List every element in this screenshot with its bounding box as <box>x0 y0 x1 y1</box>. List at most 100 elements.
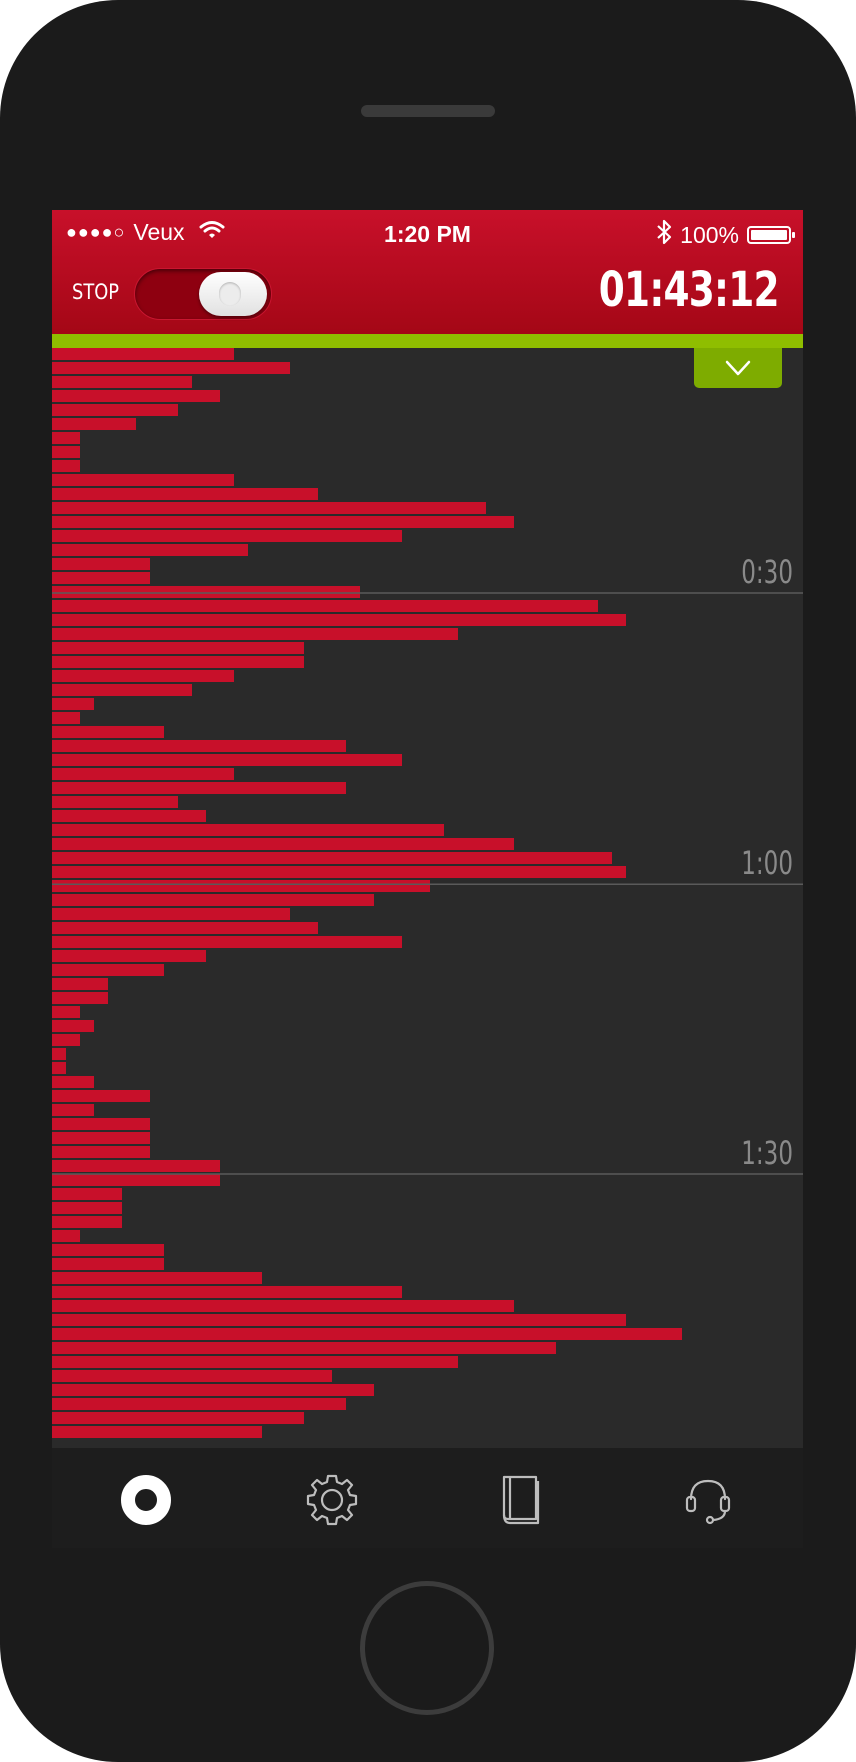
elapsed-timer: 01:43:12 <box>598 262 780 318</box>
bar-23 <box>52 670 234 682</box>
bar-13 <box>52 530 402 542</box>
bar-32 <box>52 796 178 808</box>
bar-36 <box>52 852 612 864</box>
time-tick-label-0: 0:30 <box>741 553 793 591</box>
bar-53 <box>52 1090 150 1102</box>
bar-51 <box>52 1062 66 1074</box>
bar-21 <box>52 642 304 654</box>
bar-27 <box>52 726 164 738</box>
bar-72 <box>52 1356 458 1368</box>
bar-14 <box>52 544 248 556</box>
bar-69 <box>52 1314 626 1326</box>
bar-2 <box>52 376 192 388</box>
toggle-knob[interactable] <box>199 272 267 316</box>
bar-7 <box>52 446 80 458</box>
bar-33 <box>52 810 206 822</box>
bar-44 <box>52 964 164 976</box>
bar-11 <box>52 502 486 514</box>
bar-47 <box>52 1006 80 1018</box>
bar-19 <box>52 614 626 626</box>
bar-37 <box>52 866 626 878</box>
gear-icon <box>306 1474 358 1526</box>
bar-40 <box>52 908 290 920</box>
home-button[interactable] <box>360 1581 494 1715</box>
bar-43 <box>52 950 206 962</box>
bar-64 <box>52 1244 164 1256</box>
collapse-button[interactable] <box>694 348 782 388</box>
bar-67 <box>52 1286 402 1298</box>
nav-record-button[interactable] <box>118 1472 174 1528</box>
bar-22 <box>52 656 304 668</box>
battery-icon <box>747 226 795 244</box>
wifi-icon <box>199 219 225 246</box>
book-icon <box>502 1475 540 1525</box>
battery-percentage: 100% <box>680 221 739 248</box>
bar-5 <box>52 418 136 430</box>
accent-strip <box>52 334 803 348</box>
headset-icon <box>685 1479 731 1525</box>
bar-38 <box>52 880 430 892</box>
nav-support-button[interactable] <box>680 1472 736 1528</box>
bar-0 <box>52 348 234 360</box>
nav-guide-button[interactable] <box>493 1472 549 1528</box>
carrier-name: Veux <box>133 219 185 245</box>
status-bar: ●●●●○ Veux 1:20 PM <box>52 210 803 250</box>
earpiece-speaker <box>361 105 495 117</box>
bar-25 <box>52 698 94 710</box>
status-right: 100% <box>656 219 795 251</box>
bar-48 <box>52 1020 94 1032</box>
bar-42 <box>52 936 402 948</box>
bar-3 <box>52 390 220 402</box>
bar-17 <box>52 586 360 598</box>
bar-30 <box>52 768 234 780</box>
bar-57 <box>52 1146 150 1158</box>
bar-9 <box>52 474 234 486</box>
bar-74 <box>52 1384 374 1396</box>
status-time: 1:20 PM <box>384 221 471 247</box>
bar-35 <box>52 838 514 850</box>
bar-41 <box>52 922 318 934</box>
bar-1 <box>52 362 290 374</box>
bar-54 <box>52 1104 94 1116</box>
bar-31 <box>52 782 346 794</box>
bar-39 <box>52 894 374 906</box>
chevron-down-icon <box>725 360 751 376</box>
bar-66 <box>52 1272 262 1284</box>
recording-toggle[interactable] <box>134 268 272 320</box>
bar-34 <box>52 824 444 836</box>
signal-strength-icon: ●●●●○ <box>66 222 126 242</box>
bluetooth-icon <box>656 219 672 251</box>
bar-20 <box>52 628 458 640</box>
bar-56 <box>52 1132 150 1144</box>
bar-24 <box>52 684 192 696</box>
bar-46 <box>52 992 108 1004</box>
nav-settings-button[interactable] <box>304 1472 360 1528</box>
bar-52 <box>52 1076 94 1088</box>
bar-55 <box>52 1118 150 1130</box>
bar-12 <box>52 516 514 528</box>
bar-6 <box>52 432 80 444</box>
bar-75 <box>52 1398 346 1410</box>
bar-10 <box>52 488 318 500</box>
bottom-navigation <box>52 1448 803 1548</box>
bar-76 <box>52 1412 304 1424</box>
bar-29 <box>52 754 402 766</box>
bar-70 <box>52 1328 682 1340</box>
bar-18 <box>52 600 598 612</box>
bar-8 <box>52 460 80 472</box>
bar-50 <box>52 1048 66 1060</box>
bar-26 <box>52 712 80 724</box>
record-icon <box>121 1475 171 1525</box>
bar-59 <box>52 1174 220 1186</box>
bar-16 <box>52 572 150 584</box>
bar-15 <box>52 558 150 570</box>
bar-62 <box>52 1216 122 1228</box>
bar-68 <box>52 1300 514 1312</box>
activity-bar-chart: 0:30 1:00 1:30 <box>52 348 803 1438</box>
bar-71 <box>52 1342 556 1354</box>
bar-61 <box>52 1202 122 1214</box>
battery-level-fill <box>751 230 787 240</box>
time-tick-label-2: 1:30 <box>741 1134 793 1172</box>
app-header: ●●●●○ Veux 1:20 PM <box>52 210 803 334</box>
